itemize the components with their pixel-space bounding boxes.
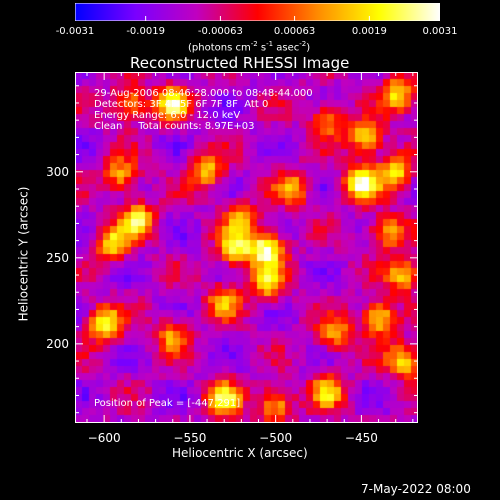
y-tick-label: 200 xyxy=(46,336,69,351)
y-tick-label: 250 xyxy=(46,250,69,265)
x-tick-label: −450 xyxy=(344,431,378,445)
chart-title: Reconstructed RHESSI Image xyxy=(130,54,350,72)
colorbar-tick-label: -0.0031 xyxy=(55,26,95,37)
y-tick-label: 300 xyxy=(46,164,69,179)
annotation-energy: Energy Range: 6.0 - 12.0 keV xyxy=(94,110,241,121)
colorbar-tick-label: 0.00063 xyxy=(273,26,316,37)
x-tick-label: −600 xyxy=(87,431,121,445)
y-axis-label: Heliocentric Y (arcsec) xyxy=(16,186,31,322)
colorbar-tick-label: 0.0019 xyxy=(351,26,387,37)
x-tick-label: −500 xyxy=(259,431,293,445)
colorbar-tick-label: 0.0031 xyxy=(422,26,458,37)
colorbar-unit-label: (photons cm-2 s-1 asec-2) xyxy=(188,40,311,54)
colorbar xyxy=(75,3,440,21)
x-tick-label: −550 xyxy=(173,431,207,445)
plot-frame xyxy=(75,72,418,423)
annotation-clean: Clean Total counts: 8.97E+03 xyxy=(94,121,255,132)
x-axis-label: Heliocentric X (arcsec) xyxy=(172,446,308,460)
annotation-peak-position: Position of Peak = [-447,291] xyxy=(94,398,241,409)
colorbar-tick-label: -0.0019 xyxy=(126,26,165,37)
annotation-detectors: Detectors: 3F 4F 5F 6F 7F 8F Att 0 xyxy=(94,99,269,110)
heatmap-image xyxy=(75,72,418,423)
footer-date: 7-May-2022 08:00 xyxy=(361,482,471,496)
annotation-time: 29-Aug-2006 08:46:28.000 to 08:48:44.000 xyxy=(94,88,313,99)
colorbar-tick-label: -0.00063 xyxy=(197,26,243,37)
